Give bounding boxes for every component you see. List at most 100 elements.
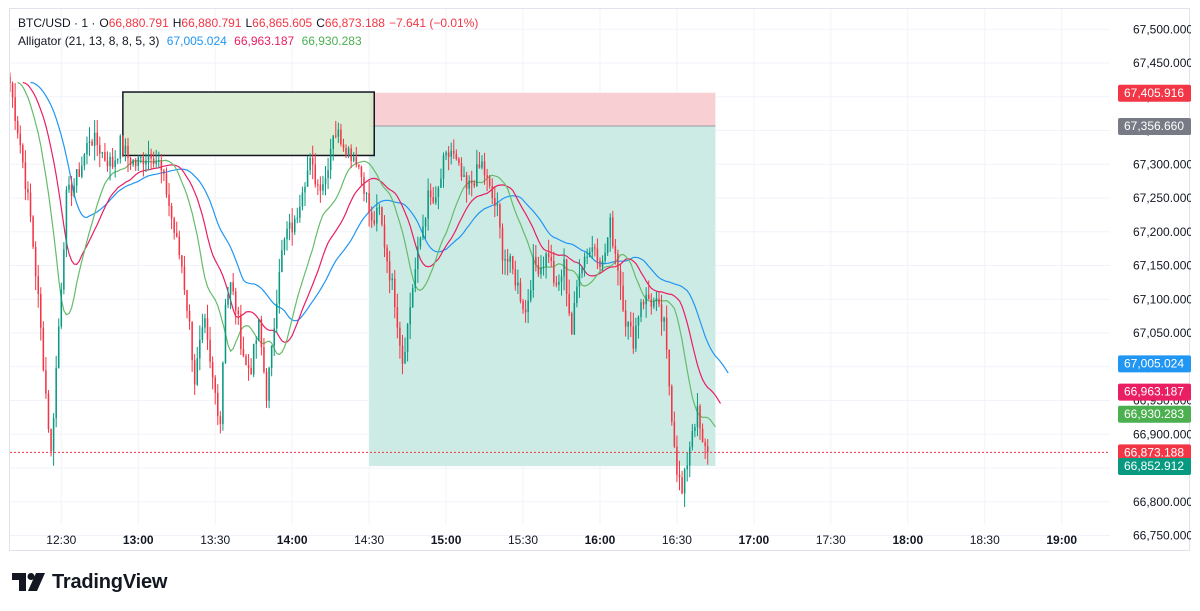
candle-body (106, 160, 109, 167)
candle-body (404, 352, 406, 364)
candle-body (24, 162, 27, 190)
candle-body (137, 157, 140, 167)
candle-body (293, 218, 296, 233)
candle-body (550, 257, 553, 261)
candle-body (237, 310, 240, 315)
candle-body (622, 285, 624, 311)
candle-body (655, 298, 658, 302)
candle-body (450, 150, 452, 157)
candle-body (591, 247, 594, 252)
tradingview-logo[interactable]: TradingView (12, 569, 167, 595)
candle-body (701, 428, 704, 443)
candle-body (635, 325, 637, 349)
price-tick-label: 67,500.000 (1133, 22, 1191, 36)
candle-body (163, 170, 165, 174)
price-badge: 66,852.912 (1118, 458, 1191, 476)
candle-body (37, 276, 39, 294)
candle-body (560, 276, 563, 282)
alligator-lines (17, 81, 729, 428)
chart-area[interactable]: 67,500.00067,450.00067,400.00067,350.000… (9, 8, 1191, 552)
candle-body (60, 289, 63, 327)
indicator-label[interactable]: Alligator (21, 13, 8, 8, 5, 3) (18, 34, 160, 48)
candle-body (365, 193, 368, 195)
price-badge-bg (1118, 405, 1191, 423)
candle-body (381, 207, 383, 225)
candle-body (368, 193, 370, 213)
candle-body (99, 145, 101, 154)
price-tick-label: 67,250.000 (1133, 191, 1191, 205)
candle-body (70, 184, 73, 197)
candle-body (553, 260, 555, 283)
candle-body (88, 141, 91, 144)
time-tick-label: 18:00 (892, 533, 923, 547)
candle-body (529, 290, 532, 301)
candle-body (488, 177, 491, 186)
price-chart[interactable]: 67,500.00067,450.00067,400.00067,350.000… (10, 9, 1191, 552)
candle-body (224, 304, 227, 363)
candle-body (47, 393, 50, 430)
candle-body (468, 180, 470, 189)
candle-body (314, 164, 317, 185)
teeth-value: 66,963.187 (234, 34, 295, 48)
price-badge-label: 66,852.912 (1124, 459, 1184, 473)
price-badge-bg (1118, 355, 1191, 373)
candle-body (234, 291, 237, 311)
candle-body (588, 251, 591, 257)
jaw-value: 67,005.024 (166, 34, 227, 48)
take-profit-zone (369, 126, 716, 467)
candle-body (691, 430, 694, 448)
candle-body (599, 260, 601, 268)
candle-body (14, 97, 16, 121)
candle-body (276, 303, 278, 329)
candle-body (565, 259, 568, 295)
indicator-legend: Alligator (21, 13, 8, 8, 5, 3) 67,005.02… (18, 34, 366, 48)
candle-body (342, 144, 345, 149)
candle-body (609, 217, 612, 238)
candle-body (376, 207, 378, 224)
price-badge-label: 66,963.187 (1124, 385, 1184, 399)
candle-body (158, 160, 160, 162)
time-tick-label: 18:30 (970, 533, 1000, 547)
candle-body (683, 469, 686, 494)
candle-body (624, 310, 627, 327)
candle-body (414, 269, 417, 289)
candle-body (134, 160, 137, 167)
time-tick-label: 13:00 (123, 533, 154, 547)
candle-body (129, 158, 132, 165)
candle-body (78, 169, 81, 177)
symbol-label[interactable]: BTC/USD · 1 · (18, 16, 96, 30)
price-tick-label: 66,900.000 (1133, 427, 1191, 441)
candle-body (393, 278, 396, 308)
price-tick-label: 67,100.000 (1133, 292, 1191, 306)
candle-body (34, 246, 37, 277)
close-label: C (316, 16, 325, 30)
candle-body (335, 135, 337, 137)
candle-body (286, 228, 288, 240)
candle-body (386, 247, 388, 262)
candle-body (324, 177, 327, 185)
price-badge: 66,873.188 (1118, 444, 1191, 462)
candle-body (345, 148, 347, 156)
price-badge-label: 67,005.024 (1124, 356, 1184, 370)
candle-body (101, 152, 104, 154)
candle-body (391, 278, 393, 281)
candle-body (86, 143, 88, 155)
candle-body (283, 239, 286, 251)
candle-body (445, 152, 447, 156)
candle-body (63, 249, 65, 290)
candle-body (147, 153, 150, 161)
candle-body (432, 197, 435, 203)
candle-body (647, 294, 650, 300)
candle-body (142, 156, 145, 165)
candle-body (499, 204, 501, 228)
candle-body (458, 158, 460, 164)
candle-body (511, 256, 514, 270)
candle-body (304, 186, 306, 193)
candle-body (665, 317, 668, 350)
candle-body (642, 302, 645, 305)
time-tick-label: 17:30 (816, 533, 846, 547)
candle-body (563, 259, 565, 277)
candle-body (650, 299, 653, 307)
candle-body (640, 302, 642, 317)
candle-body (152, 158, 155, 164)
